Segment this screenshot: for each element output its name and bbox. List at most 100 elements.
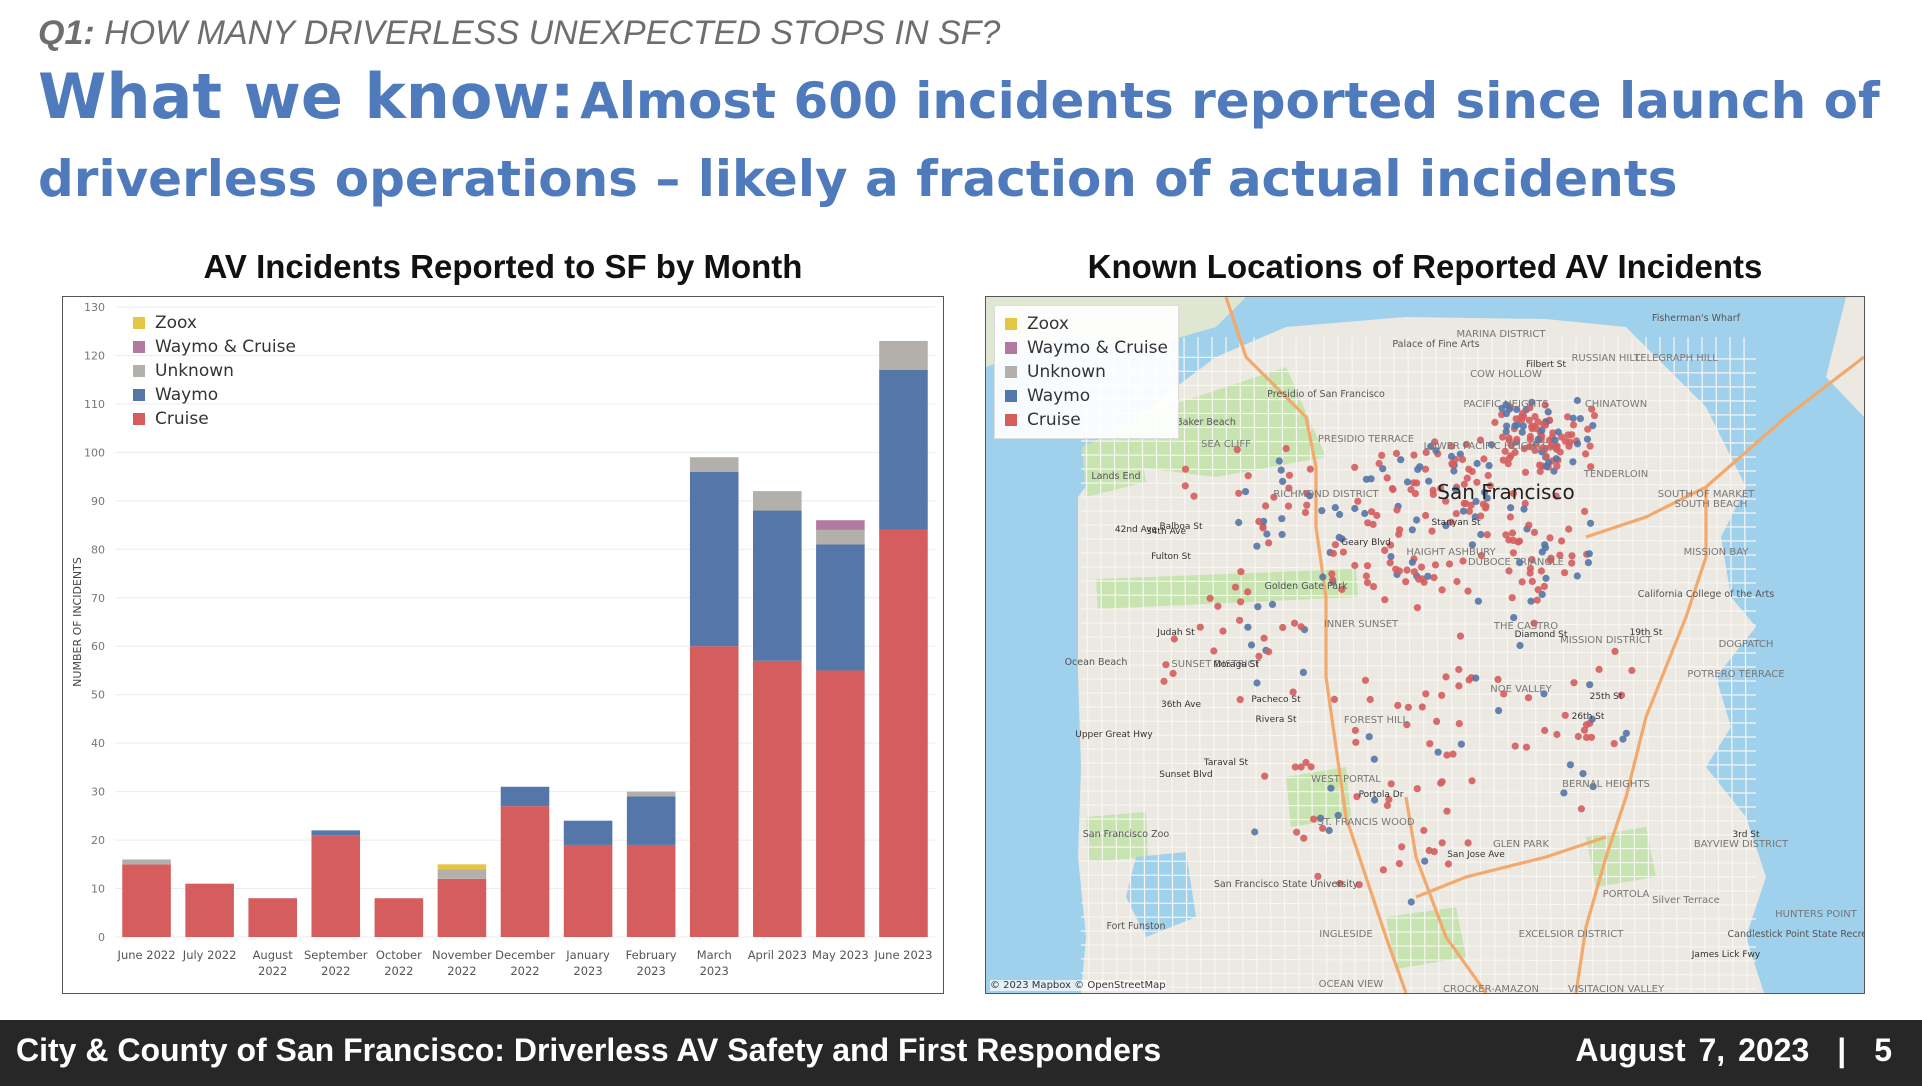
cruise-incident-dot[interactable]	[1537, 567, 1545, 575]
waymo-incident-dot[interactable]	[1502, 428, 1510, 436]
cruise-incident-dot[interactable]	[1398, 843, 1406, 851]
cruise-incident-dot[interactable]	[1438, 691, 1446, 699]
cruise-incident-dot[interactable]	[1369, 520, 1377, 528]
cruise-incident-dot[interactable]	[1463, 474, 1471, 482]
cruise-incident-dot[interactable]	[1413, 479, 1421, 487]
cruise-incident-dot[interactable]	[1476, 436, 1485, 444]
waymo-incident-dot[interactable]	[1573, 572, 1581, 580]
waymo-incident-dot[interactable]	[1408, 558, 1416, 566]
cruise-incident-dot[interactable]	[1418, 703, 1426, 711]
bar-segment-cruise[interactable]	[185, 883, 234, 937]
cruise-incident-dot[interactable]	[1445, 560, 1454, 568]
cruise-incident-dot[interactable]	[1260, 634, 1268, 642]
cruise-incident-dot[interactable]	[1353, 793, 1361, 801]
cruise-incident-dot[interactable]	[1582, 733, 1591, 741]
waymo-incident-dot[interactable]	[1434, 748, 1442, 756]
cruise-incident-dot[interactable]	[1564, 431, 1572, 439]
cruise-incident-dot[interactable]	[1387, 541, 1395, 549]
waymo-incident-dot[interactable]	[1407, 898, 1415, 906]
cruise-incident-dot[interactable]	[1284, 502, 1293, 510]
cruise-incident-dot[interactable]	[1181, 482, 1189, 490]
waymo-incident-dot[interactable]	[1331, 504, 1339, 512]
waymo-incident-dot[interactable]	[1241, 488, 1250, 496]
cruise-incident-dot[interactable]	[1491, 418, 1499, 426]
cruise-incident-dot[interactable]	[1289, 688, 1297, 696]
cruise-incident-dot[interactable]	[1314, 872, 1322, 881]
cruise-incident-dot[interactable]	[1453, 577, 1461, 586]
cruise-incident-dot[interactable]	[1541, 726, 1549, 735]
waymo-incident-dot[interactable]	[1589, 783, 1597, 791]
waymo-incident-dot[interactable]	[1471, 513, 1479, 521]
cruise-incident-dot[interactable]	[1383, 474, 1391, 482]
waymo-incident-dot[interactable]	[1477, 530, 1485, 539]
bar-segment-waymo[interactable]	[311, 830, 361, 836]
waymo-incident-dot[interactable]	[1528, 398, 1536, 406]
cruise-incident-dot[interactable]	[1526, 569, 1534, 577]
waymo-incident-dot[interactable]	[1538, 548, 1546, 556]
waymo-incident-dot[interactable]	[1569, 458, 1577, 466]
waymo-incident-dot[interactable]	[1277, 466, 1285, 474]
cruise-incident-dot[interactable]	[1462, 440, 1470, 448]
cruise-incident-dot[interactable]	[1310, 815, 1318, 823]
cruise-incident-dot[interactable]	[1233, 446, 1241, 454]
cruise-incident-dot[interactable]	[1306, 465, 1314, 473]
cruise-incident-dot[interactable]	[1331, 541, 1339, 549]
waymo-incident-dot[interactable]	[1551, 436, 1559, 444]
waymo-incident-dot[interactable]	[1502, 401, 1510, 409]
cruise-incident-dot[interactable]	[1521, 499, 1529, 508]
cruise-incident-dot[interactable]	[1438, 839, 1446, 847]
cruise-incident-dot[interactable]	[1190, 492, 1198, 500]
waymo-incident-dot[interactable]	[1379, 465, 1387, 473]
waymo-incident-dot[interactable]	[1370, 755, 1378, 763]
cruise-incident-dot[interactable]	[1328, 570, 1336, 578]
bar-segment-cruise[interactable]	[374, 898, 424, 937]
waymo-incident-dot[interactable]	[1251, 828, 1259, 836]
cruise-incident-dot[interactable]	[1483, 531, 1491, 539]
cruise-incident-dot[interactable]	[1505, 436, 1513, 445]
cruise-incident-dot[interactable]	[1530, 619, 1538, 627]
waymo-incident-dot[interactable]	[1253, 679, 1261, 687]
cruise-incident-dot[interactable]	[1170, 635, 1178, 643]
cruise-incident-dot[interactable]	[1584, 425, 1592, 433]
cruise-incident-dot[interactable]	[1438, 586, 1446, 594]
cruise-incident-dot[interactable]	[1460, 480, 1468, 488]
waymo-incident-dot[interactable]	[1573, 396, 1581, 405]
waymo-incident-dot[interactable]	[1244, 623, 1252, 631]
waymo-incident-dot[interactable]	[1518, 428, 1526, 436]
cruise-incident-dot[interactable]	[1413, 785, 1421, 793]
cruise-incident-dot[interactable]	[1429, 490, 1437, 499]
cruise-incident-dot[interactable]	[1338, 585, 1346, 593]
cruise-incident-dot[interactable]	[1509, 489, 1517, 498]
cruise-incident-dot[interactable]	[1556, 551, 1564, 559]
cruise-incident-dot[interactable]	[1237, 568, 1245, 576]
cruise-incident-dot[interactable]	[1235, 489, 1243, 497]
waymo-incident-dot[interactable]	[1619, 735, 1627, 743]
waymo-incident-dot[interactable]	[1468, 541, 1476, 549]
cruise-incident-dot[interactable]	[1303, 501, 1311, 509]
bar-segment-unknown[interactable]	[879, 340, 928, 370]
waymo-incident-dot[interactable]	[1335, 533, 1343, 541]
cruise-incident-dot[interactable]	[1526, 432, 1534, 441]
bar-segment-waymo[interactable]	[689, 471, 739, 647]
waymo-incident-dot[interactable]	[1507, 504, 1515, 512]
cruise-incident-dot[interactable]	[1528, 577, 1536, 585]
cruise-incident-dot[interactable]	[1611, 647, 1619, 655]
waymo-incident-dot[interactable]	[1511, 422, 1519, 430]
cruise-incident-dot[interactable]	[1363, 562, 1372, 570]
cruise-incident-dot[interactable]	[1428, 527, 1436, 535]
cruise-incident-dot[interactable]	[1569, 421, 1578, 429]
waymo-incident-dot[interactable]	[1473, 459, 1481, 468]
cruise-incident-dot[interactable]	[1511, 448, 1519, 457]
bar-segment-waymo-cruise[interactable]	[816, 520, 865, 530]
waymo-incident-dot[interactable]	[1487, 441, 1496, 449]
cruise-incident-dot[interactable]	[1531, 413, 1539, 421]
waymo-incident-dot[interactable]	[1408, 526, 1416, 534]
waymo-incident-dot[interactable]	[1457, 740, 1465, 748]
cruise-incident-dot[interactable]	[1444, 860, 1452, 868]
cruise-incident-dot[interactable]	[1236, 616, 1244, 624]
cruise-incident-dot[interactable]	[1628, 666, 1636, 675]
cruise-incident-dot[interactable]	[1285, 484, 1293, 492]
cruise-incident-dot[interactable]	[1351, 463, 1359, 471]
map-canvas[interactable]: San Francisco MARINA DISTRICT COW HOLLOW RU…	[986, 297, 1864, 993]
waymo-incident-dot[interactable]	[1327, 784, 1335, 792]
